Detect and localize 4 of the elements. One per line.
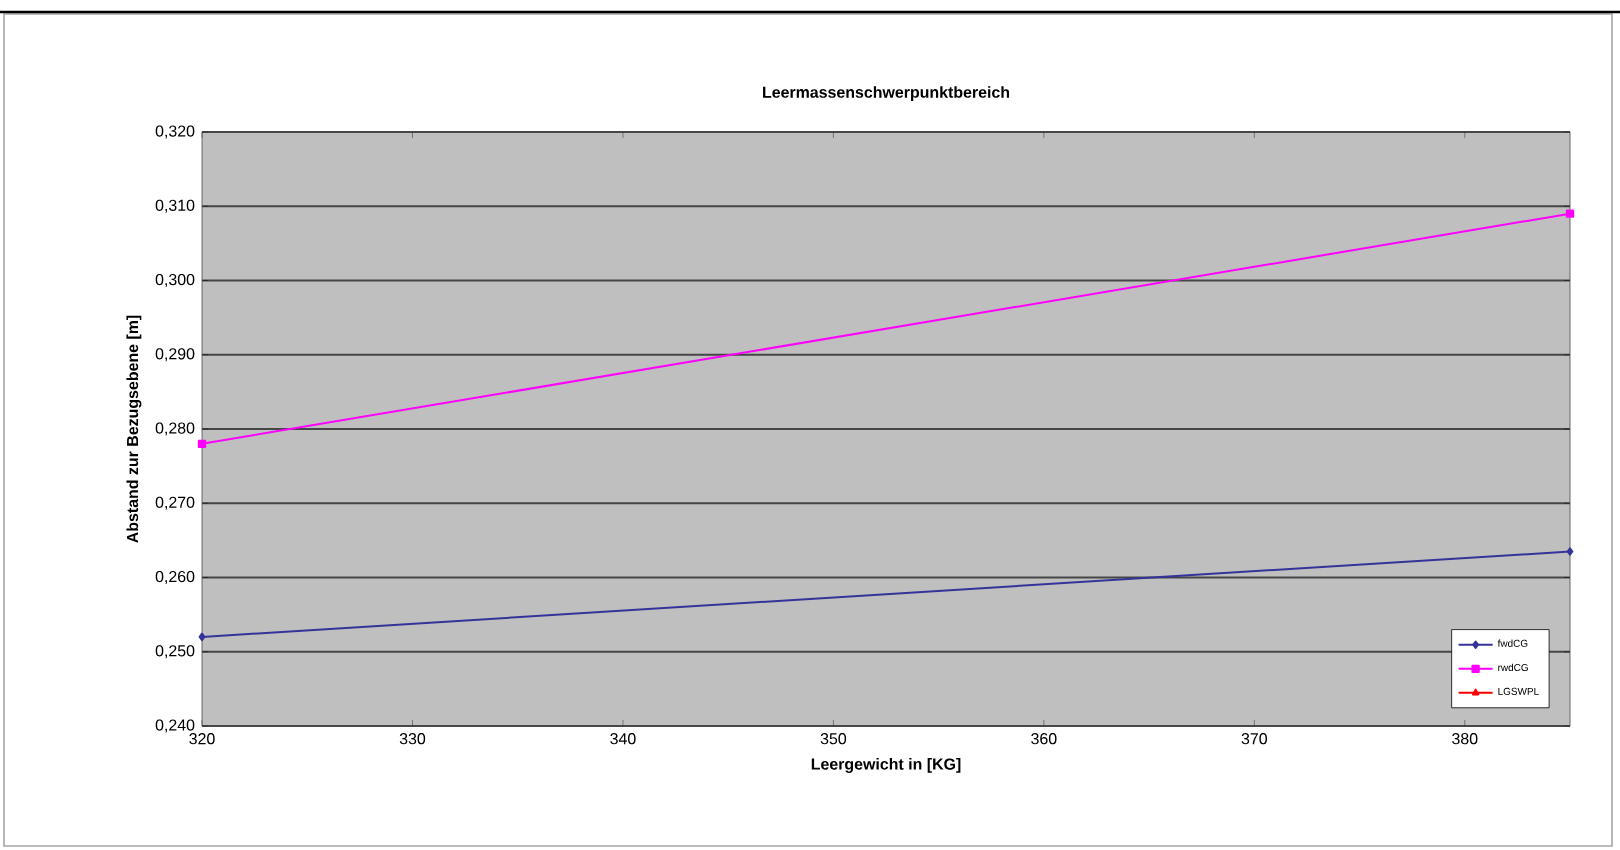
- point: [1565, 209, 1575, 218]
- point: [198, 632, 206, 642]
- point: [1566, 547, 1574, 556]
- point: [197, 439, 207, 449]
